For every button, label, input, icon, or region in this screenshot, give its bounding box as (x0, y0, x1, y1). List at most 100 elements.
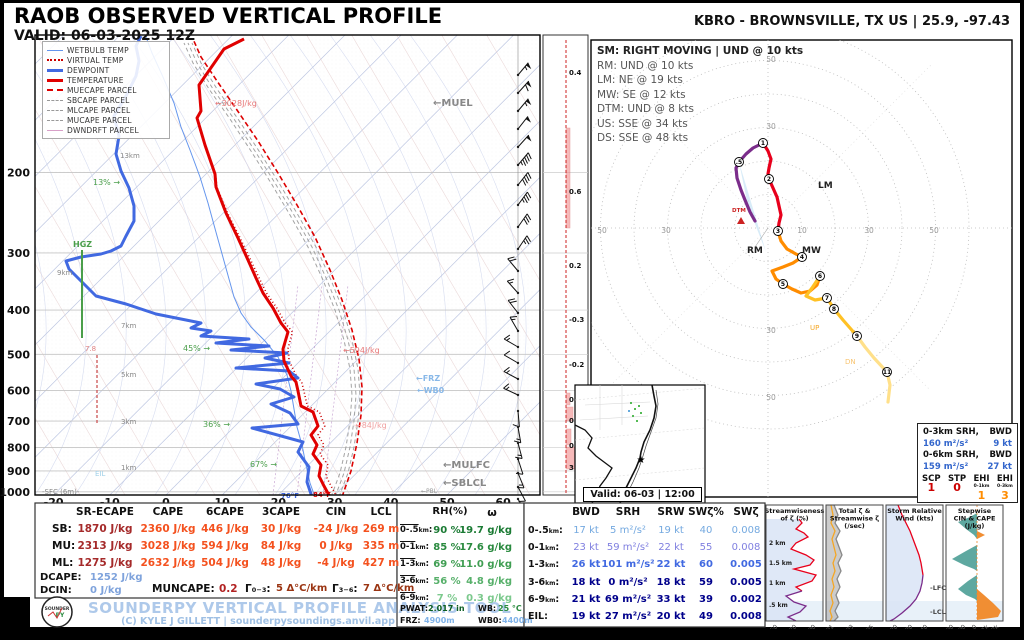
kinematics-value: 69 m²/s² (604, 593, 652, 605)
svg-text:(J/kg): (J/kg) (965, 522, 985, 530)
svg-text:-LFC: -LFC (930, 584, 946, 592)
svg-text:800: 800 (7, 442, 30, 455)
thermo-header: 3CAPE (261, 506, 300, 518)
storm-motion-line: LM: NE @ 19 kts (597, 74, 683, 86)
svg-text:Streamwiseness: Streamwiseness (765, 507, 825, 515)
kinematics-value: 5 m²/s² (610, 525, 646, 536)
svg-text:0.4: 0.4 (569, 69, 582, 77)
svg-text:700: 700 (7, 415, 30, 428)
legend-item: DWNDRFT PARCEL (47, 125, 165, 135)
thermo-value: 0 J/kg (319, 540, 353, 552)
composite-index: SCP 1 (922, 474, 941, 494)
svg-text:0.2: 0.2 (569, 262, 582, 270)
kinematics-header: SRW (657, 506, 685, 518)
svg-text:SOUNDER: SOUNDER (45, 606, 70, 612)
svg-text:1 km: 1 km (769, 580, 786, 587)
kinematics-row-label: 3-6km: (528, 576, 560, 588)
kinematics-value: 0.005 (730, 576, 762, 588)
composite-index: EHI 0-1km 1 (973, 474, 990, 502)
svg-text:5: 5 (781, 281, 785, 288)
pwat-label: PWAT: (400, 604, 429, 613)
svg-text:LM: LM (818, 181, 833, 191)
rh-value: 69 % (433, 559, 461, 570)
svg-text:PY: PY (56, 612, 65, 619)
svg-text:-0.3: -0.3 (569, 316, 584, 324)
info-box-row: 0-3km SRH, BWD (923, 427, 1012, 437)
kinematics-value: 23 kt (573, 542, 599, 554)
inset-map: ★ (574, 384, 706, 504)
svg-text:36% →: 36% → (203, 420, 230, 429)
srh-bwd-info-box: 0-3km SRH, BWD 160 m²/s² 9 kt 0-6km SRH, BWD 1… (917, 423, 1018, 503)
rh-value: 56 % (433, 576, 461, 587)
thermo-header: LCL (370, 506, 392, 518)
svg-text:★: ★ (637, 455, 646, 466)
legend-item: MUCAPE PARCEL (47, 115, 165, 125)
legend-line-sample (47, 109, 63, 111)
valid-timestamp: VALID: 06-03-2025 12Z (14, 28, 196, 44)
info-box-row: 0-6km SRH, BWD (923, 450, 1012, 460)
svg-text:70: 70 (788, 623, 798, 633)
muncape-value: 0.2 (219, 583, 238, 595)
storm-motion-line: DTM: UND @ 8 kts (597, 103, 694, 115)
svg-text:300: 300 (7, 247, 30, 260)
legend-item: DEWPOINT (47, 65, 165, 75)
kinematics-value: 49 (699, 611, 713, 622)
mixing-ratio-value: 19.7 g/kg (459, 525, 512, 536)
footer-credit: (C) KYLE J GILLETT | sounderpysoundings.… (121, 616, 395, 627)
svg-text:67% →: 67% → (250, 460, 277, 469)
figure-frame (2, 1, 1022, 629)
legend-line-sample (47, 129, 63, 131)
thermo-value: 2632 J/kg (140, 557, 196, 569)
svg-text:400: 400 (7, 304, 30, 317)
legend-item-label: SBCAPE PARCEL (67, 95, 130, 105)
legend-item-label: MUECAPE PARCEL (67, 85, 137, 95)
moisture-row-label: 6-9km: (400, 593, 430, 603)
kinematics-value: 0.005 (730, 559, 762, 571)
svg-text:45% →: 45% → (183, 344, 210, 353)
footer-logo: SOUNDERPY (41, 596, 73, 628)
mixing-ratio-value: 0.3 g/kg (466, 593, 512, 604)
svg-text:2 km: 2 km (769, 540, 786, 547)
svg-text:←WB0: ←WB0 (417, 386, 445, 395)
svg-text:50: 50 (597, 226, 607, 235)
svg-text:50: 50 (766, 393, 776, 402)
footer-brand: SOUNDERPY VERTICAL PROFILE ANALYSIS TOOL (88, 599, 512, 617)
legend-item: SBCAPE PARCEL (47, 95, 165, 105)
thermo-value: 269 m (362, 523, 400, 535)
svg-text:RM: RM (747, 246, 763, 256)
svg-text:.5: .5 (736, 159, 742, 166)
svg-text:DN: DN (845, 358, 856, 366)
kinematics-value: 101 m²/s² (601, 559, 655, 571)
svg-text:30: 30 (766, 326, 776, 335)
thermo-value: 427 m (362, 557, 400, 569)
legend-item-label: DWNDRFT PARCEL (67, 125, 139, 135)
svg-text:9: 9 (855, 333, 859, 340)
kinematics-value: 19 kt (571, 611, 601, 622)
legend-line-sample (47, 68, 63, 72)
thermo-row-label: ML: (52, 557, 74, 569)
svg-text:←MULFC: ←MULFC (443, 460, 490, 471)
svg-text:Wind (kts): Wind (kts) (895, 515, 933, 523)
wb0-label: WB0: (478, 616, 502, 625)
legend-item: WETBULB TEMP (47, 45, 165, 55)
svg-text:50: 50 (769, 623, 779, 633)
svg-text:30: 30 (904, 623, 914, 633)
svg-text:900: 900 (7, 465, 30, 478)
thermo-value: 335 m (362, 540, 400, 552)
svg-text:76°F: 76°F (281, 492, 299, 500)
bottom-border-band (0, 629, 1024, 640)
legend-box: WETBULB TEMP VIRTUAL TEMP DEWPOINT TEMPERAT… (42, 41, 170, 139)
svg-text:30: 30 (766, 122, 776, 131)
rh-value: 7 % (436, 593, 458, 604)
composite-index: EHI 0-3km 3 (996, 474, 1013, 502)
svg-text:EIL: EIL (95, 470, 105, 478)
mixing-ratio-value: 17.6 g/kg (459, 542, 512, 553)
hodograph-grid: 10 30 50 30 50 50 30 30 50 (591, 40, 1012, 497)
svg-text:5km: 5km (121, 371, 137, 379)
wb-label: WB: (478, 604, 497, 613)
svg-text:7.8: 7.8 (85, 345, 96, 353)
svg-text:←FRZ: ←FRZ (416, 374, 440, 383)
dcape-value: 1252 J/kg (90, 572, 143, 583)
